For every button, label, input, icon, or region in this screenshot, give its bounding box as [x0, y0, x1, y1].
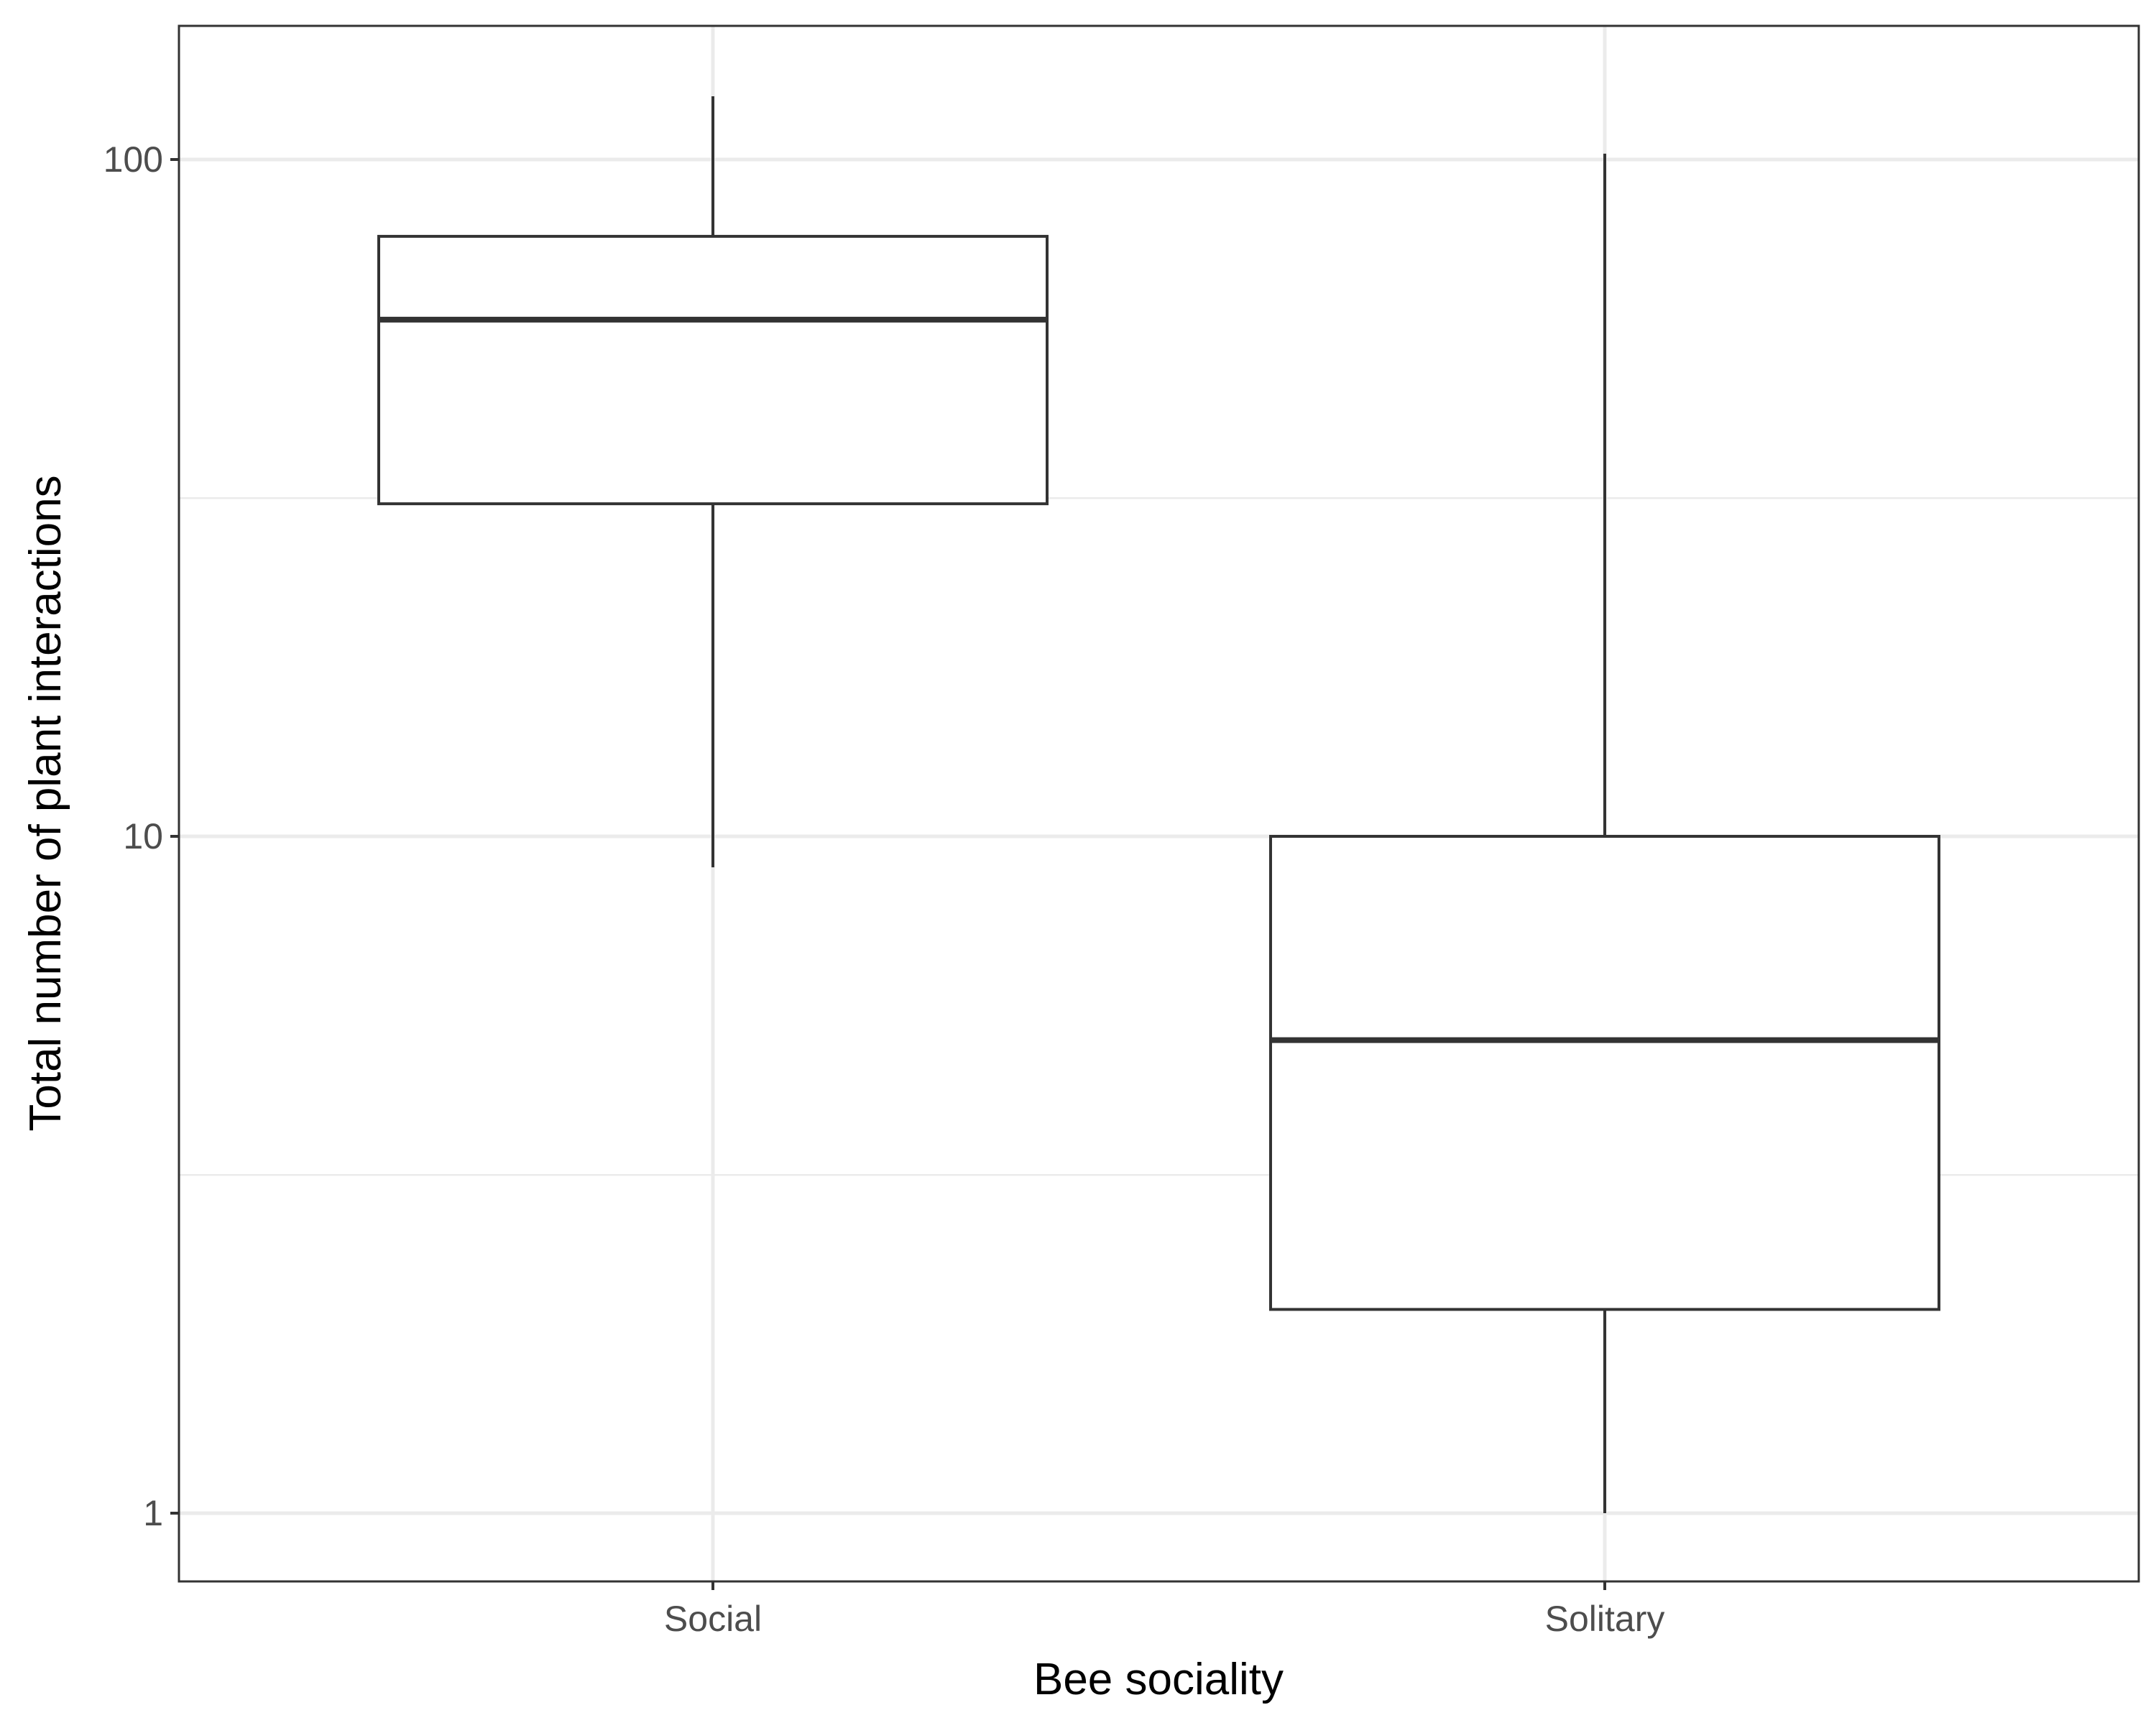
interquartile-box [377, 234, 1049, 506]
axes: 1 10 100 Social Solitary [103, 139, 1665, 1639]
y-tick-label: 1 [143, 1493, 163, 1533]
y-tick-label: 10 [123, 816, 163, 856]
box-plots [377, 96, 1940, 1513]
y-tick-label: 100 [103, 139, 163, 180]
plot-panel-border [178, 24, 2140, 1583]
x-tick-label: Social [664, 1599, 762, 1639]
y-axis-title: Total number of plant interactions [21, 475, 70, 1131]
interquartile-box [1269, 835, 1940, 1311]
box-social [377, 96, 1049, 868]
x-axis-title: Bee sociality [1033, 1655, 1284, 1704]
box-solitary [1269, 153, 1940, 1513]
x-tick-label: Solitary [1545, 1599, 1665, 1639]
